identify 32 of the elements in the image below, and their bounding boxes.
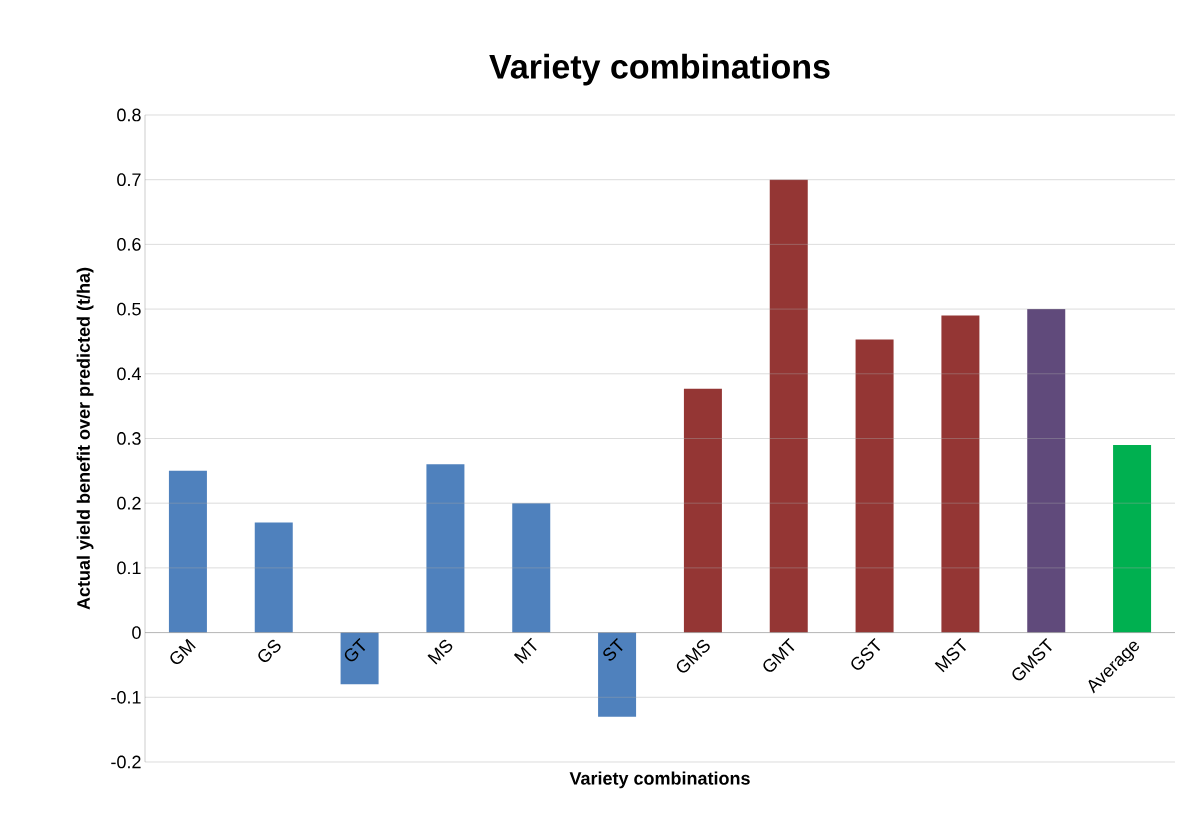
bar <box>598 632 637 717</box>
bar <box>1027 309 1066 633</box>
bar <box>683 388 722 633</box>
y-tick-label: -0.2 <box>111 755 141 769</box>
y-tick-label: -0.1 <box>111 690 141 704</box>
bar <box>254 522 293 633</box>
y-axis-title: Actual yield benefit over predicted (t/ha) <box>76 267 94 610</box>
x-tick-label: GS <box>258 639 281 662</box>
bar <box>769 179 808 633</box>
y-tick-label: 0.6 <box>117 238 141 251</box>
x-tick-label: ST <box>603 638 623 661</box>
y-tick-label: 0.8 <box>117 108 141 122</box>
y-tick-label: 0.7 <box>117 173 141 187</box>
y-tick-label: 0.4 <box>117 367 141 381</box>
x-tick-label: MS <box>427 639 453 665</box>
y-tick-label: 0.5 <box>117 302 141 316</box>
chart-title: Variety combinations <box>489 53 830 86</box>
bar <box>426 464 465 633</box>
bar <box>512 503 551 633</box>
bar <box>855 339 894 633</box>
x-tick-label: GM <box>170 638 196 665</box>
bar <box>168 470 207 633</box>
bar <box>1113 444 1152 633</box>
bar <box>340 632 379 685</box>
x-tick-label: MT <box>513 637 537 664</box>
y-tick-label: 0.3 <box>117 432 141 445</box>
y-tick-label: 0.1 <box>117 561 141 575</box>
x-axis-title: Variety combinations <box>569 771 750 789</box>
y-tick-label: 0.2 <box>117 496 141 510</box>
x-tick-label: GT <box>344 637 366 662</box>
y-tick-label: 0 <box>132 626 141 639</box>
bar <box>941 315 980 633</box>
